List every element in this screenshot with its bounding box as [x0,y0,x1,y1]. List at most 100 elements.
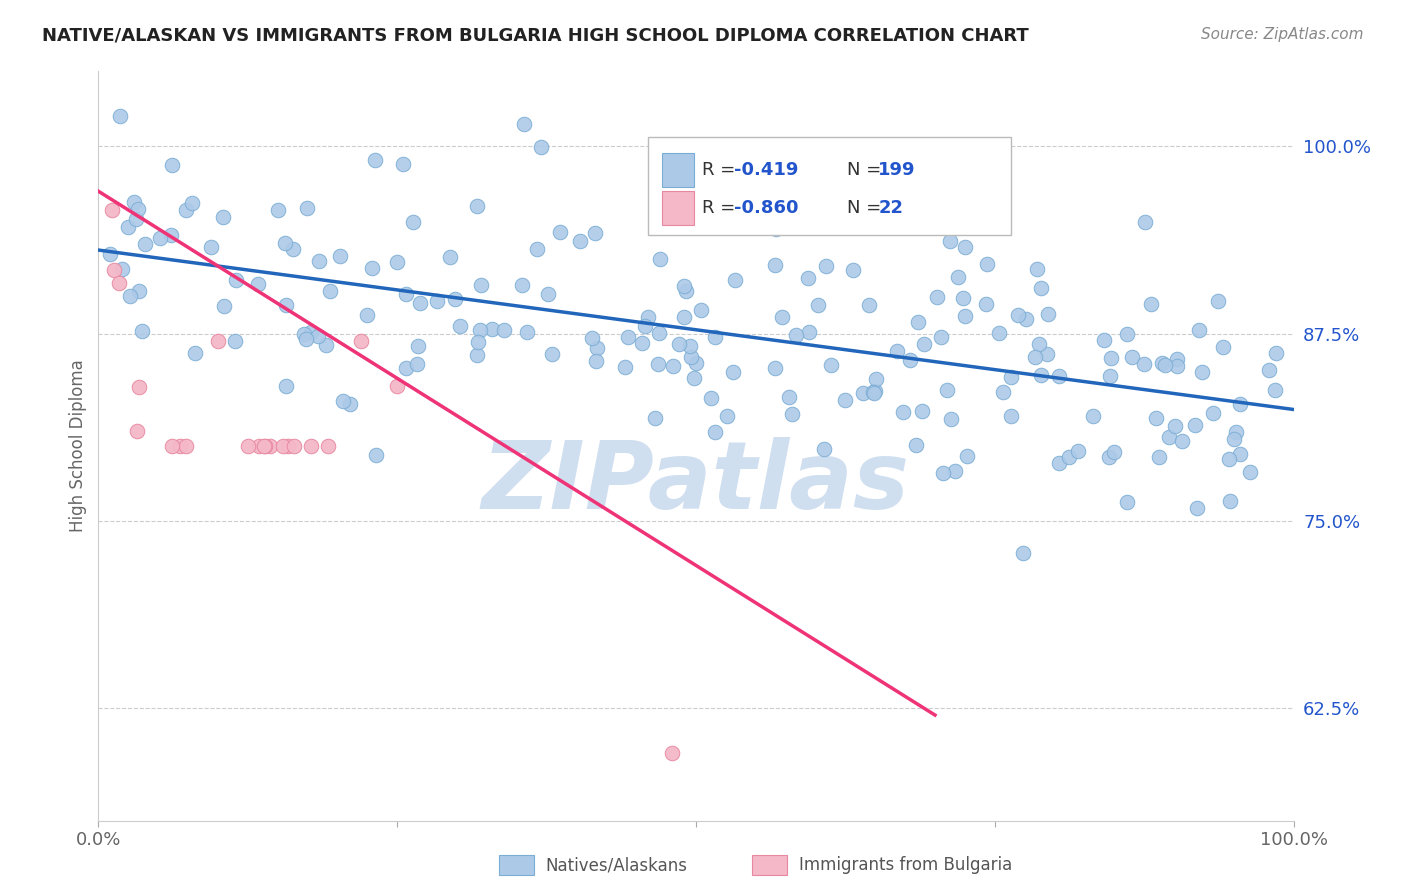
Point [426,293,449,308]
Point [1166,351,1188,366]
Point [295,201,318,215]
Point [1212,340,1234,354]
Point [1219,493,1241,508]
Point [516,325,538,339]
Point [101,203,124,218]
Point [904,437,927,451]
Point [932,466,955,480]
Point [716,409,738,424]
Point [1133,357,1156,371]
Point [402,214,425,228]
Point [834,392,856,407]
Point [763,360,786,375]
Text: R =: R = [702,199,741,218]
Point [1000,409,1022,423]
Point [127,424,149,438]
Text: NATIVE/ALASKAN VS IMMIGRANTS FROM BULGARIA HIGH SCHOOL DIPLOMA CORRELATION CHART: NATIVE/ALASKAN VS IMMIGRANTS FROM BULGAR… [42,27,1029,45]
Point [444,293,467,307]
Point [689,303,711,318]
Point [1098,368,1121,383]
Point [406,357,429,371]
Point [350,334,373,348]
Point [510,278,533,293]
Point [468,323,491,337]
Point [1144,411,1167,425]
Point [785,327,807,342]
Point [274,298,297,312]
Point [1188,323,1211,337]
Point [214,299,236,313]
Point [647,326,669,340]
Point [1191,365,1213,379]
Point [1015,311,1038,326]
Point [685,356,707,370]
Point [765,222,787,236]
Point [103,263,125,277]
Point [868,220,890,235]
Point [200,240,222,254]
Point [253,439,276,453]
Point [886,343,908,358]
Point [679,339,702,353]
Point [364,448,387,462]
Point [863,385,886,400]
Text: 22: 22 [879,199,904,218]
Point [332,394,354,409]
Point [1206,293,1229,308]
Y-axis label: High School Diploma: High School Diploma [69,359,87,533]
Text: Immigrants from Bulgaria: Immigrants from Bulgaria [799,856,1012,874]
Point [273,236,295,251]
Point [1258,362,1281,376]
Point [299,325,322,339]
Point [946,270,969,285]
Point [631,336,654,351]
Point [939,412,962,426]
Point [117,219,139,234]
Point [956,449,979,463]
Point [118,288,141,302]
Point [991,384,1014,399]
Point [1029,368,1052,383]
Point [778,390,800,404]
Point [1166,359,1188,374]
Point [224,334,246,348]
Text: Natives/Alaskans: Natives/Alaskans [546,856,688,874]
Point [160,158,183,172]
Point [319,285,342,299]
Point [392,157,415,171]
Point [852,386,875,401]
Point [1036,347,1059,361]
Point [813,442,835,456]
Point [253,439,276,453]
Point [583,226,606,240]
Point [283,439,305,453]
Point [308,253,330,268]
Point [108,109,131,123]
Point [467,334,489,349]
Point [174,202,197,217]
Point [1202,406,1225,420]
Point [111,262,134,277]
Point [1025,261,1047,276]
Point [211,210,233,224]
Point [862,385,884,400]
Point [124,194,146,209]
Point [339,397,361,411]
Point [363,153,385,167]
Point [1024,350,1046,364]
Point [406,339,429,353]
Point [953,310,976,324]
Point [207,334,229,348]
Point [907,315,929,329]
Point [131,324,153,338]
Point [1184,417,1206,432]
Point [814,259,837,273]
Point [1116,326,1139,341]
Point [247,439,270,453]
Point [617,330,640,344]
Point [481,322,503,336]
Point [898,353,921,368]
Point [537,287,560,301]
Point [763,258,786,272]
Point [939,235,962,249]
